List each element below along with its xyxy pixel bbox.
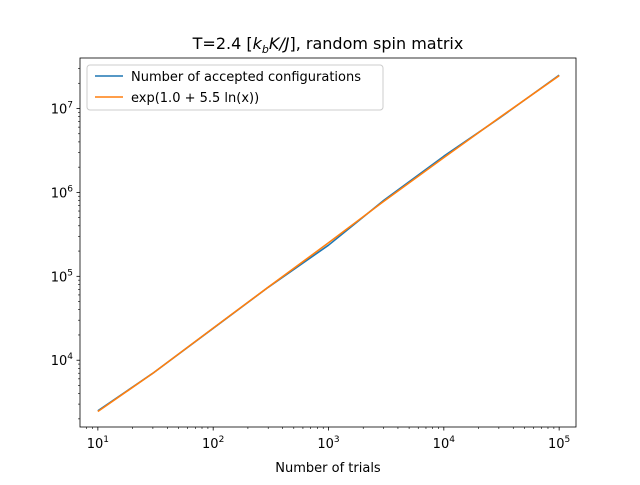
chart-title: T=2.4 [kbK/J], random spin matrix (192, 34, 464, 56)
series-line-fit (97, 75, 560, 413)
x-tick-label: 102 (202, 435, 224, 452)
legend-box (86, 64, 384, 111)
x-axis: 101 102 103 104 105 (86, 427, 570, 452)
x-tick-label: 104 (433, 435, 456, 452)
legend: Number of accepted configurations exp(1.… (86, 64, 384, 111)
legend-label-fit: exp(1.0 + 5.5 ln(x)) (131, 91, 259, 106)
y-tick-label: 104 (51, 352, 74, 369)
series-layer (97, 74, 560, 413)
y-axis: 104 105 106 107 (51, 68, 80, 420)
y-tick-label: 105 (51, 268, 73, 285)
x-tick-label: 105 (548, 435, 570, 452)
x-tick-label: 103 (317, 435, 339, 452)
x-tick-label: 101 (87, 435, 109, 452)
y-tick-label: 106 (51, 184, 74, 201)
y-tick-label: 107 (51, 101, 73, 118)
x-axis-label: Number of trials (275, 461, 381, 476)
legend-label-accepted: Number of accepted configurations (131, 70, 361, 85)
plot-area-frame (79, 57, 577, 428)
